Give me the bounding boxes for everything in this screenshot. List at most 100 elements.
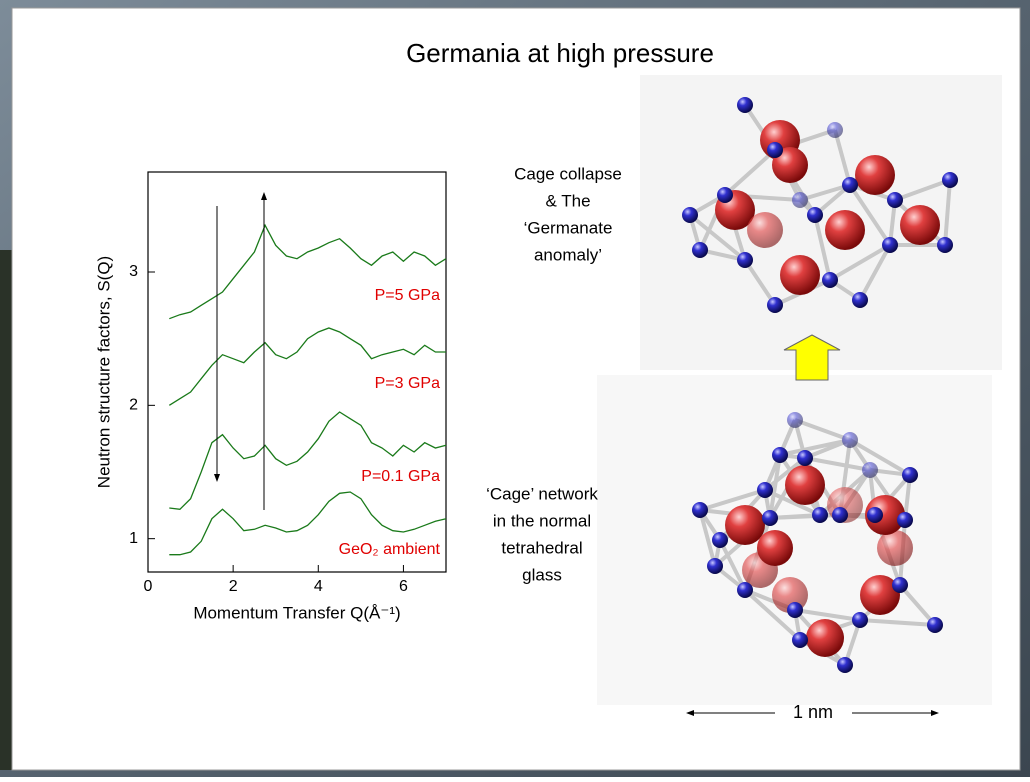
bond — [804, 438, 851, 460]
o-atom — [767, 142, 783, 158]
y-tick-label: 1 — [129, 530, 138, 547]
o-atom — [712, 532, 728, 548]
o-atom — [812, 507, 828, 523]
upper-caption-line: & The — [545, 191, 590, 210]
o-atom — [937, 237, 953, 253]
o-atom — [692, 502, 708, 518]
ge-atom — [860, 575, 900, 615]
lower-caption-line: ‘Cage’ network — [486, 484, 598, 503]
o-atom — [892, 577, 908, 593]
series-line — [169, 491, 447, 556]
o-atom — [842, 177, 858, 193]
upper-caption-line: anomaly’ — [534, 245, 602, 264]
o-atom — [942, 172, 958, 188]
bond — [743, 588, 802, 642]
o-atom — [887, 192, 903, 208]
o-atom — [797, 450, 813, 466]
series-label: P=3 GPa — [375, 375, 440, 392]
bond — [804, 456, 871, 472]
bond — [833, 129, 852, 186]
x-tick-label: 0 — [144, 578, 153, 595]
o-atom — [737, 252, 753, 268]
ge-atom — [757, 530, 793, 566]
o-atom — [822, 272, 838, 288]
bond — [723, 148, 777, 197]
bond — [858, 244, 892, 301]
bond — [699, 488, 766, 512]
upper-caption-line: ‘Germanate — [524, 218, 613, 237]
ge-atom — [725, 505, 765, 545]
o-atom — [842, 432, 858, 448]
o-atom — [757, 482, 773, 498]
bond — [894, 178, 951, 202]
o-atom — [692, 242, 708, 258]
o-atom — [882, 237, 898, 253]
o-atom — [837, 657, 853, 673]
o-atom — [927, 617, 943, 633]
collapse-arrow — [783, 334, 841, 381]
bond — [828, 243, 892, 282]
bond — [769, 513, 821, 520]
y-tick-label: 3 — [129, 263, 138, 280]
o-atom — [902, 467, 918, 483]
x-tick-label: 6 — [399, 578, 408, 595]
o-atom — [772, 447, 788, 463]
series-label: GeO₂ ambient — [339, 541, 441, 558]
upper-caption-line: Cage collapse — [514, 164, 622, 183]
o-atom — [767, 297, 783, 313]
bond — [943, 179, 952, 246]
y-tick-label: 2 — [129, 397, 138, 414]
o-atom — [852, 292, 868, 308]
bond — [718, 539, 747, 591]
lower-caption-line: glass — [522, 565, 562, 584]
ge-atom — [780, 255, 820, 295]
lower-caption-line: in the normal — [493, 511, 591, 530]
o-atom — [717, 187, 733, 203]
slide-title: Germania at high pressure — [406, 38, 714, 68]
bond — [698, 509, 717, 567]
o-atom — [832, 507, 848, 523]
o-atom — [792, 192, 808, 208]
ge-atom — [855, 155, 895, 195]
o-atom — [787, 602, 803, 618]
bond — [848, 438, 912, 477]
ge-atom — [806, 619, 844, 657]
lower-caption-line: tetrahedral — [501, 538, 582, 557]
o-atom — [862, 462, 878, 478]
o-atom — [707, 558, 723, 574]
o-atom — [792, 632, 808, 648]
o-atom — [682, 207, 698, 223]
o-atom — [867, 507, 883, 523]
bond — [743, 258, 777, 307]
lower-image-bg — [597, 375, 992, 705]
bond — [898, 583, 937, 627]
x-axis-label: Momentum Transfer Q(Å⁻¹) — [193, 603, 400, 622]
series-label: P=0.1 GPa — [361, 468, 440, 485]
ge-atom — [900, 205, 940, 245]
o-atom — [897, 512, 913, 528]
ge-atom — [747, 212, 783, 248]
o-atom — [737, 582, 753, 598]
bond — [779, 438, 851, 457]
ge-atom — [825, 210, 865, 250]
o-atom — [762, 510, 778, 526]
bond — [813, 214, 832, 281]
o-atom — [852, 612, 868, 628]
bond — [764, 488, 821, 517]
o-atom — [787, 412, 803, 428]
bond — [794, 608, 861, 622]
series-line — [169, 411, 447, 510]
o-atom — [807, 207, 823, 223]
bond — [688, 213, 747, 262]
bond — [848, 183, 892, 247]
background-strip — [0, 250, 14, 770]
o-atom — [737, 97, 753, 113]
x-tick-label: 4 — [314, 578, 323, 595]
bond — [763, 456, 807, 492]
ge-atom — [772, 147, 808, 183]
series-line — [168, 327, 446, 406]
bond — [768, 454, 782, 519]
ge-atom — [865, 495, 905, 535]
